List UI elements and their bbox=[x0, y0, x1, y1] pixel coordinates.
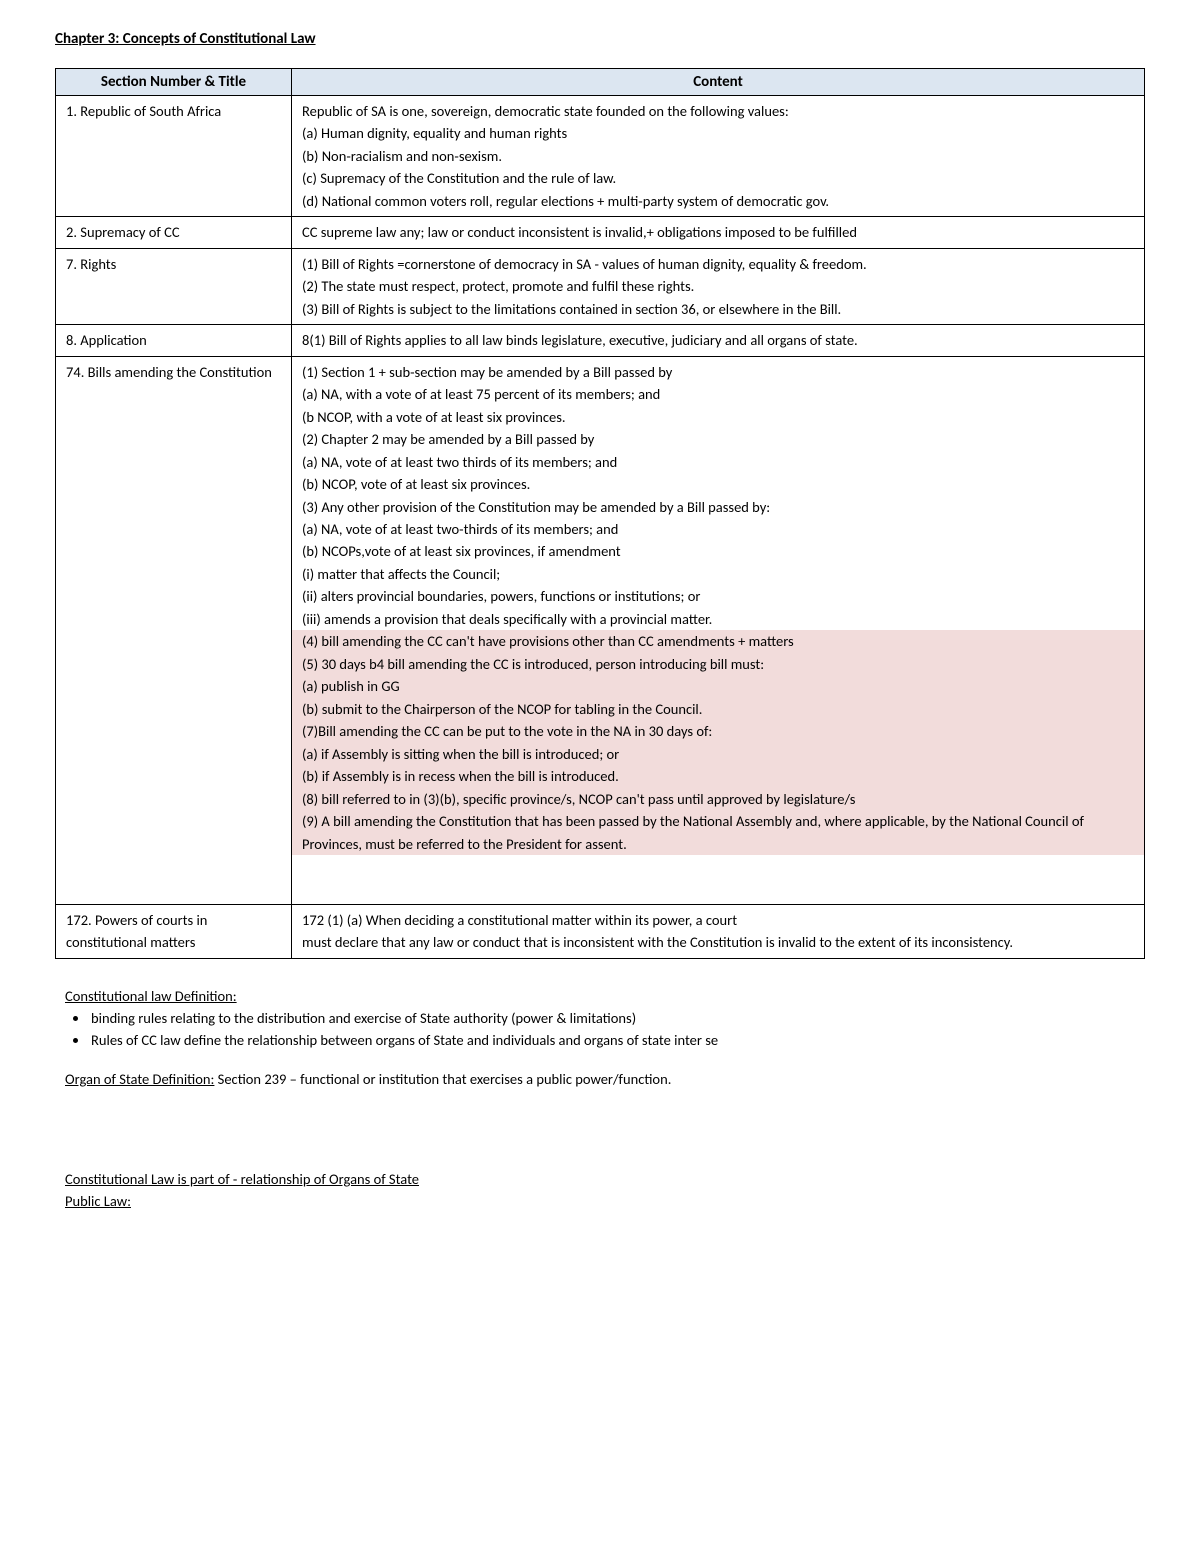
const-law-def-heading: Constitutional law Definition: bbox=[65, 987, 1145, 1005]
content-cell: (1) Bill of Rights =cornerstone of democ… bbox=[292, 248, 1145, 324]
bottom-line-2: Public Law: bbox=[65, 1190, 1145, 1212]
table-row: 7. Rights(1) Bill of Rights =cornerstone… bbox=[56, 248, 1145, 324]
table-row: 2. Supremacy of CCCC supreme law any; la… bbox=[56, 217, 1145, 248]
chapter-title: Chapter 3: Concepts of Constitutional La… bbox=[55, 30, 1145, 48]
section-cell: 74. Bills amending the Constitution bbox=[56, 356, 292, 904]
organ-def-label: Organ of State Definition: bbox=[65, 1070, 214, 1088]
table-row: 1. Republic of South AfricaRepublic of S… bbox=[56, 96, 1145, 217]
section-cell: 172. Powers of courts in constitutional … bbox=[56, 904, 292, 958]
content-cell: 8(1) Bill of Rights applies to all law b… bbox=[292, 325, 1145, 356]
section-cell: 8. Application bbox=[56, 325, 292, 356]
list-item: binding rules relating to the distributi… bbox=[89, 1007, 1145, 1029]
table-row: 172. Powers of courts in constitutional … bbox=[56, 904, 1145, 958]
section-cell: 7. Rights bbox=[56, 248, 292, 324]
content-cell: Republic of SA is one, sovereign, democr… bbox=[292, 96, 1145, 217]
organ-def-text: Section 239 – functional or institution … bbox=[214, 1070, 671, 1088]
sections-table: Section Number & Title Content 1. Republ… bbox=[55, 68, 1145, 959]
organ-of-state-def: Organ of State Definition: Section 239 –… bbox=[65, 1070, 1145, 1088]
section-cell: 1. Republic of South Africa bbox=[56, 96, 292, 217]
header-content: Content bbox=[292, 69, 1145, 96]
const-law-def-list: binding rules relating to the distributi… bbox=[65, 1007, 1145, 1052]
table-row: 8. Application8(1) Bill of Rights applie… bbox=[56, 325, 1145, 356]
table-row: 74. Bills amending the Constitution(1) S… bbox=[56, 356, 1145, 904]
section-cell: 2. Supremacy of CC bbox=[56, 217, 292, 248]
bottom-line-1: Constitutional Law is part of - relation… bbox=[65, 1168, 1145, 1190]
list-item: Rules of CC law define the relationship … bbox=[89, 1029, 1145, 1051]
header-section: Section Number & Title bbox=[56, 69, 292, 96]
content-cell: (1) Section 1 + sub-section may be amend… bbox=[292, 356, 1145, 904]
content-cell: 172 (1) (a) When deciding a constitution… bbox=[292, 904, 1145, 958]
content-cell: CC supreme law any; law or conduct incon… bbox=[292, 217, 1145, 248]
